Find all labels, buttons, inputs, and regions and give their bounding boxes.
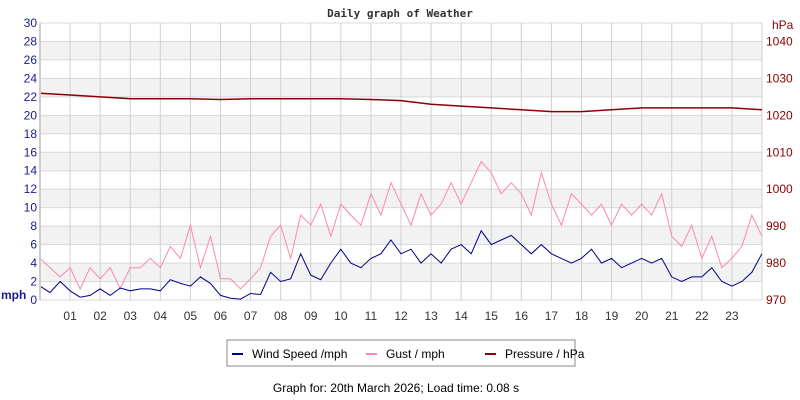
legend-box — [226, 339, 576, 367]
right-tick-label: 990 — [766, 219, 786, 233]
legend: Wind Speed /mph Gust / mph Pressure / hPa — [232, 347, 585, 361]
x-tick-label: 17 — [545, 309, 559, 323]
x-tick-label: 23 — [725, 309, 739, 323]
right-tick-label: 1030 — [766, 71, 793, 85]
x-tick-label: 02 — [93, 309, 107, 323]
left-tick-label: 8 — [30, 219, 37, 233]
left-tick-label: 20 — [24, 108, 38, 122]
legend-label: Pressure / hPa — [505, 347, 585, 361]
legend-label: Wind Speed /mph — [252, 347, 347, 361]
wind-speed-mphline — [39, 229, 763, 300]
footer-text: Graph for: 20th March 2026; Load time: 0… — [273, 381, 519, 395]
right-tick-label: 1010 — [766, 145, 793, 159]
right-tick-label: 1020 — [766, 108, 793, 122]
left-tick-label: 12 — [24, 182, 38, 196]
x-tick-label: 18 — [575, 309, 589, 323]
left-axis-label: mph — [1, 288, 26, 302]
right-tick-label: 1000 — [766, 182, 793, 196]
chart-title: Daily graph of Weather — [327, 7, 473, 20]
left-tick-label: 2 — [30, 275, 37, 289]
x-tick-label: 16 — [515, 309, 529, 323]
x-tick-label: 20 — [635, 309, 649, 323]
right-axis-label: hPa — [772, 18, 794, 32]
x-tick-label: 04 — [154, 309, 168, 323]
left-tick-label: 6 — [30, 238, 37, 252]
x-tick-label: 03 — [124, 309, 138, 323]
left-tick-label: 22 — [24, 90, 38, 104]
left-tick-label: 10 — [24, 201, 38, 215]
x-tick-label: 07 — [244, 309, 258, 323]
left-tick-label: 26 — [24, 53, 38, 67]
left-tick-label: 18 — [24, 127, 38, 141]
x-tick-label: 08 — [274, 309, 288, 323]
x-tick-label: 12 — [394, 309, 408, 323]
left-tick-label: 4 — [30, 256, 37, 270]
x-tick-label: 11 — [365, 309, 378, 323]
left-tick-label: 16 — [24, 145, 38, 159]
left-tick-label: 24 — [24, 71, 38, 85]
gridlines — [40, 22, 763, 301]
x-tick-label: 05 — [184, 309, 198, 323]
x-tick-label: 01 — [63, 309, 77, 323]
left-tick-label: 30 — [24, 16, 38, 30]
series-lines — [39, 92, 763, 300]
left-tick-label: 28 — [24, 34, 38, 48]
right-tick-label: 1040 — [766, 34, 793, 48]
x-tick-label: 14 — [454, 309, 468, 323]
right-tick-label: 980 — [766, 256, 786, 270]
right-tick-label: 970 — [766, 293, 786, 307]
x-tick-label: 10 — [334, 309, 348, 323]
x-tick-label: 19 — [605, 309, 619, 323]
x-tick-label: 15 — [485, 309, 499, 323]
x-tick-label: 13 — [424, 309, 438, 323]
x-tick-label: 22 — [695, 309, 709, 323]
x-tick-label: 21 — [665, 309, 679, 323]
legend-label: Gust / mph — [386, 347, 445, 361]
pressure-hpaline — [39, 92, 763, 113]
x-tick-label: 06 — [214, 309, 228, 323]
left-tick-label: 0 — [30, 293, 37, 307]
left-tick-label: 14 — [24, 164, 38, 178]
gust-mphline — [39, 160, 763, 291]
x-tick-label: 09 — [304, 309, 318, 323]
